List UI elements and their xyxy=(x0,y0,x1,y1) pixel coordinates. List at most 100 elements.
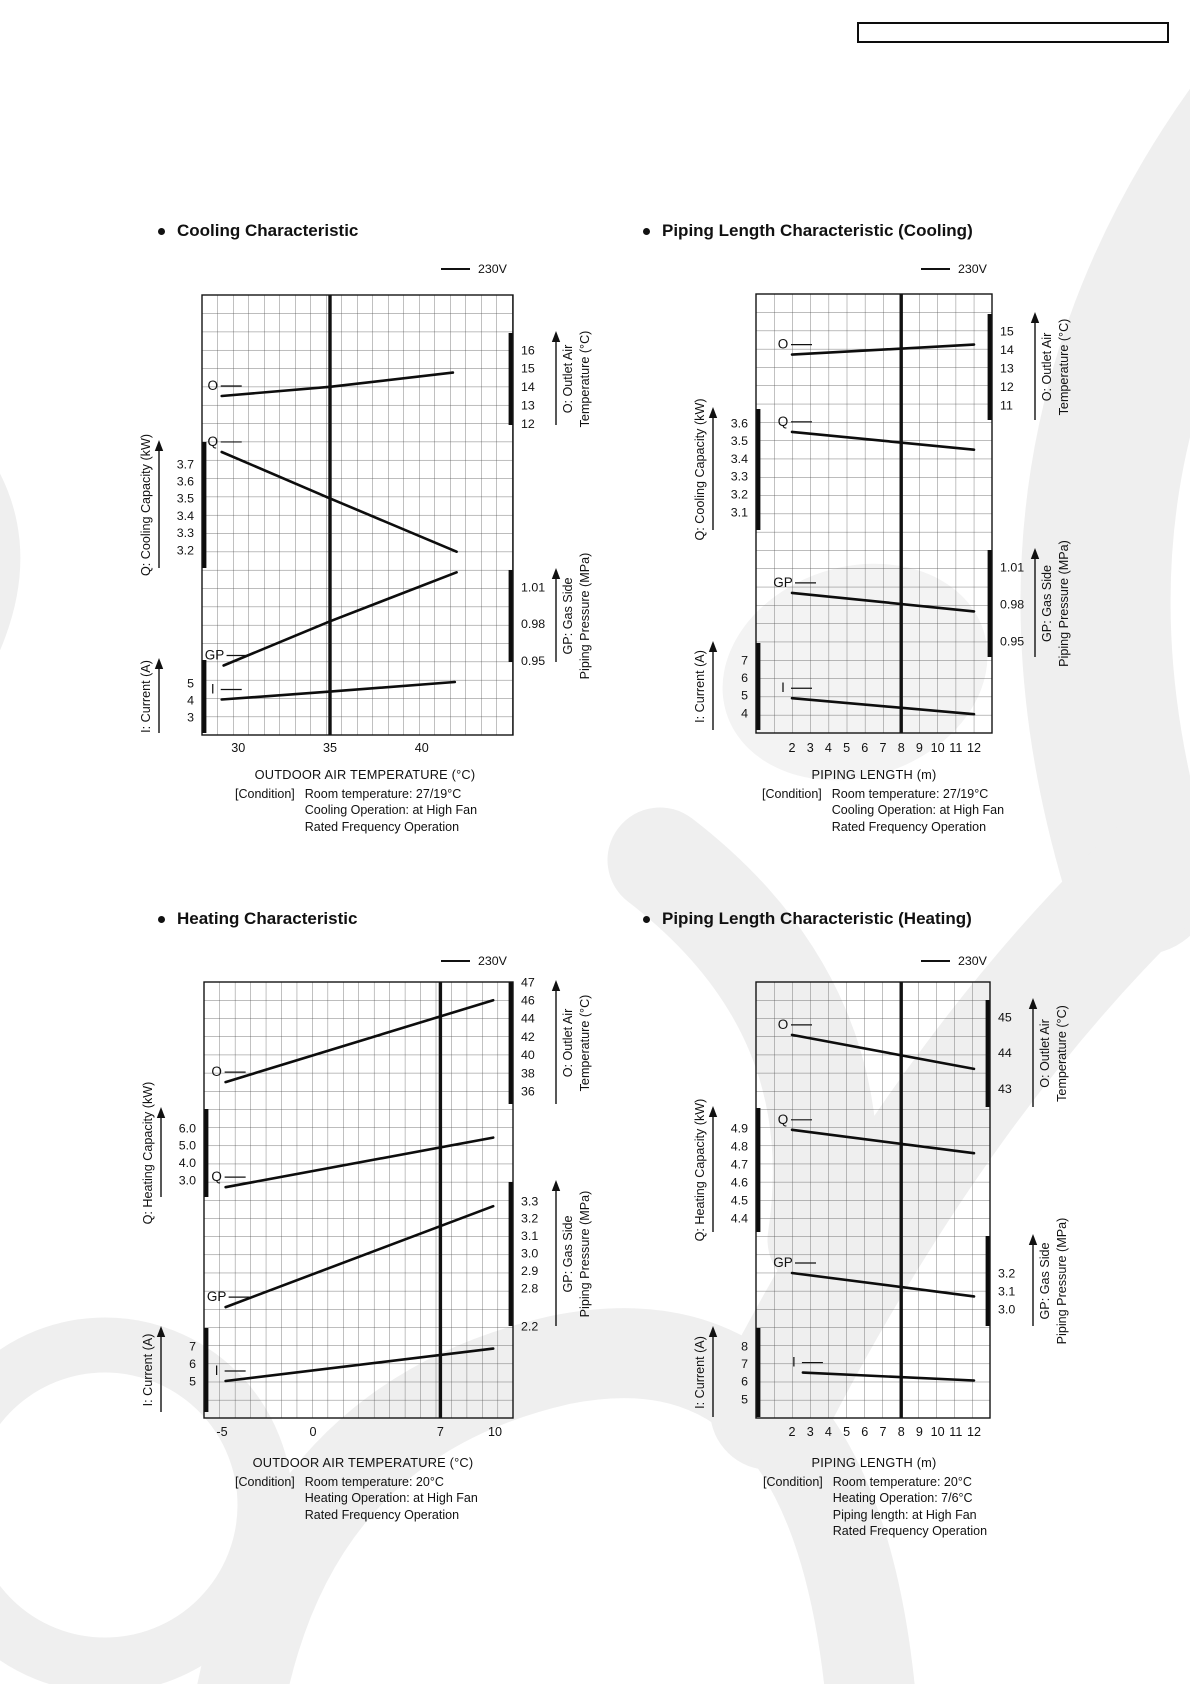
condition-line: Room temperature: 20°C xyxy=(304,1475,444,1489)
Q-tick-label: 3.6 xyxy=(731,416,748,430)
O-tick-label: 43 xyxy=(998,1082,1012,1096)
x-tick-label: 5 xyxy=(843,741,850,755)
axis-arrow-head xyxy=(551,980,561,991)
condition-line: Room temperature: 27/19°C xyxy=(831,787,989,801)
GP-tick-label: 3.2 xyxy=(521,1212,538,1226)
plot-border xyxy=(203,981,514,1419)
condition-line: Room temperature: 20°C xyxy=(832,1475,972,1489)
GP-curve xyxy=(790,1271,976,1298)
O-tick-label: 40 xyxy=(521,1048,535,1062)
condition-line: Cooling Operation: at High Fan xyxy=(831,803,1005,818)
x-tick-label: 3 xyxy=(807,741,814,755)
condition-line: Rated Frequency Operation xyxy=(831,819,987,834)
condition-line: Cooling Operation: at High Fan xyxy=(304,803,478,818)
GP-tick-label: 3.3 xyxy=(521,1194,538,1208)
x-tick-label: 7 xyxy=(879,741,886,755)
GP-tick-label: 3.1 xyxy=(521,1229,538,1243)
x-tick-label: 4 xyxy=(825,1425,832,1439)
Q-axis-title: Q: Heating Capacity (kW) xyxy=(693,1099,707,1242)
GP-tick-label: 3.2 xyxy=(998,1266,1015,1280)
O-curve xyxy=(790,1033,976,1071)
GP-tick-label: 2.8 xyxy=(521,1281,538,1295)
GP-tick-label: 0.95 xyxy=(1000,634,1024,648)
x-tick-label: 4 xyxy=(825,741,832,755)
I-axis-title: I: Current (A) xyxy=(693,1336,707,1409)
condition-line: Rated Frequency Operation xyxy=(304,819,460,834)
Q-tick-label: 3.6 xyxy=(177,475,194,489)
x-tick-label: 6 xyxy=(861,1425,868,1439)
x-tick-label: 10 xyxy=(488,1425,502,1439)
bullet-icon xyxy=(158,227,165,235)
x-tick-label: 12 xyxy=(967,1425,981,1439)
Q-axis-title: Q: Heating Capacity (kW) xyxy=(141,1082,155,1225)
Q-curve xyxy=(790,1128,976,1155)
GP-series-label: GP xyxy=(205,648,225,663)
GP-axis-title: GP: Gas Side xyxy=(1040,565,1054,642)
axis-arrow-head xyxy=(154,440,164,451)
legend-line-icon xyxy=(441,267,470,271)
GP-curve xyxy=(222,570,458,667)
legend-cooling: 230V xyxy=(441,262,507,276)
Q-tick-label: 5.0 xyxy=(179,1139,196,1153)
x-tick-label: 11 xyxy=(949,1425,962,1439)
GP-tick-label: 1.01 xyxy=(521,580,545,594)
condition-label: [Condition] xyxy=(235,1475,295,1489)
GP-tick-label: 3.1 xyxy=(998,1284,1015,1298)
O-tick-label: 38 xyxy=(521,1066,535,1080)
GP-curve xyxy=(790,591,976,613)
condition-block: [Condition] Room temperature: 20°C Heati… xyxy=(235,1474,478,1523)
O-tick-label: 42 xyxy=(521,1030,535,1044)
O-series-label: O xyxy=(778,337,789,352)
I-curve xyxy=(220,680,457,701)
I-series-label: I xyxy=(792,1355,796,1370)
O-series-label: O xyxy=(778,1017,789,1032)
legend-line-icon xyxy=(921,267,950,271)
condition-block: [Condition] Room temperature: 27/19°C Co… xyxy=(762,786,1004,835)
chart-title-text: Heating Characteristic xyxy=(177,909,358,928)
x-tick-label: 7 xyxy=(879,1425,886,1439)
I-tick-label: 5 xyxy=(189,1374,196,1388)
axis-arrow-head xyxy=(551,331,561,342)
GP-tick-label: 1.01 xyxy=(1000,560,1024,574)
x-tick-label: 5 xyxy=(843,1425,850,1439)
I-tick-label: 7 xyxy=(189,1339,196,1353)
legend-piping-cooling: 230V xyxy=(921,262,987,276)
header-note-box xyxy=(857,22,1169,43)
plot-border xyxy=(755,981,991,1419)
condition-block: [Condition] Room temperature: 27/19°C Co… xyxy=(235,786,477,835)
x-tick-label: 9 xyxy=(916,741,923,755)
Q-series-label: Q xyxy=(778,1112,789,1127)
chart-title-piping-heating: Piping Length Characteristic (Heating) xyxy=(643,909,972,929)
condition-line: Piping length: at High Fan xyxy=(832,1507,977,1522)
O-axis-title: O: Outlet Air xyxy=(1040,333,1054,402)
GP-tick-label: 0.95 xyxy=(521,654,545,668)
O-axis-title: Temperature (°C) xyxy=(1057,319,1071,416)
x-axis-label: OUTDOOR AIR TEMPERATURE (°C) xyxy=(252,1455,474,1470)
O-axis-title: O: Outlet Air xyxy=(561,345,575,414)
x-tick-label: 0 xyxy=(309,1425,316,1439)
legend-label: 230V xyxy=(478,262,507,276)
Q-tick-label: 3.5 xyxy=(731,434,748,448)
GP-series-label: GP xyxy=(773,1255,793,1270)
I-series-label: I xyxy=(211,682,215,697)
O-tick-label: 44 xyxy=(998,1046,1012,1060)
I-tick-label: 7 xyxy=(741,1357,748,1371)
I-tick-label: 6 xyxy=(189,1357,196,1371)
I-tick-label: 4 xyxy=(187,694,194,708)
x-tick-label: 35 xyxy=(323,741,337,755)
GP-axis-title: Piping Pressure (MPa) xyxy=(578,553,592,680)
chart-1: 15 14 13 12 11 O O: Outlet Air Temperature (°C)… xyxy=(693,293,1071,755)
axis-arrow-head xyxy=(1028,1234,1038,1245)
I-series-label: I xyxy=(781,680,785,695)
I-tick-label: 5 xyxy=(187,676,194,690)
condition-line: Heating Operation: 7/6°C xyxy=(832,1491,973,1506)
axis-arrow-head xyxy=(708,1326,718,1337)
O-series-label: O xyxy=(207,378,218,393)
Q-curve xyxy=(224,1136,495,1189)
O-tick-label: 36 xyxy=(521,1085,535,1099)
Q-tick-label: 4.6 xyxy=(731,1175,748,1189)
x-tick-label: -5 xyxy=(216,1425,227,1439)
O-tick-label: 15 xyxy=(1000,324,1014,338)
GP-axis-title: Piping Pressure (MPa) xyxy=(1055,1218,1069,1345)
GP-tick-label: 3.0 xyxy=(521,1247,538,1261)
